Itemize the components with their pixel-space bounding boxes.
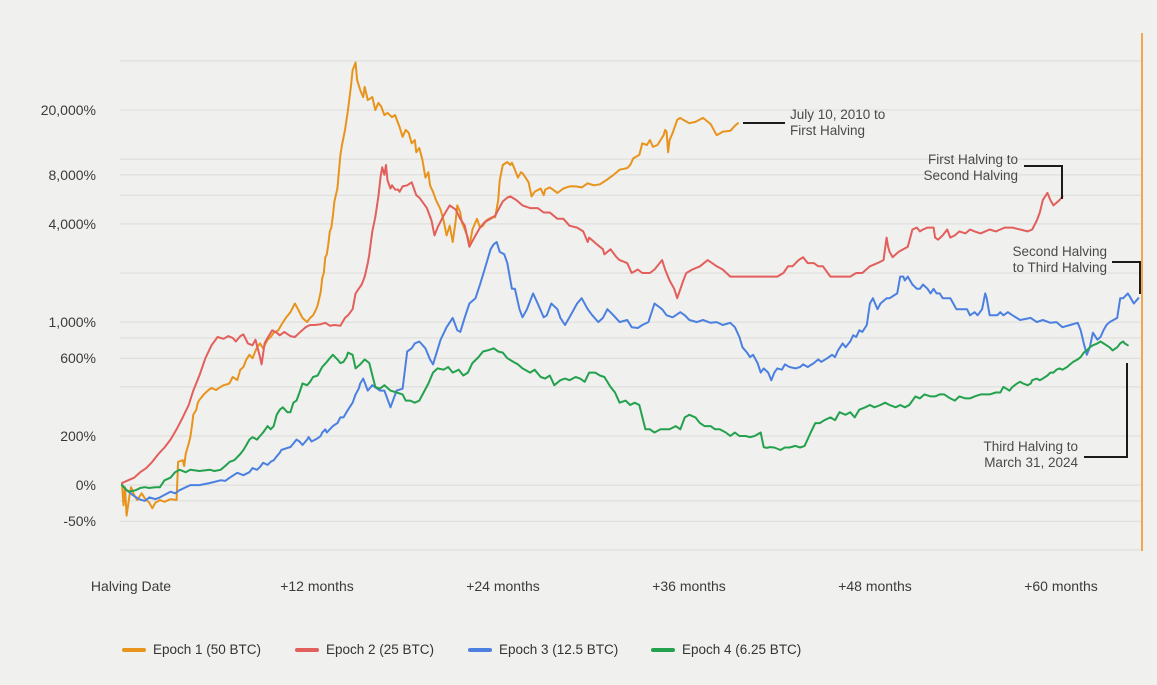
series-line-epoch-4 [121, 340, 1129, 493]
y-axis-tick-label: -50% [63, 513, 96, 530]
legend-label-epoch-2: Epoch 2 (25 BTC) [326, 642, 435, 657]
legend-swatch-epoch-4 [651, 648, 675, 652]
annotation-connectors [743, 122, 1141, 458]
x-axis-tick-label: +36 months [652, 578, 726, 594]
annotation-epoch4-line1: Third Halving to [983, 439, 1078, 454]
x-axis-tick-label: +12 months [280, 578, 354, 594]
y-axis-tick-label: 20,000% [40, 102, 96, 118]
annotation-epoch3-line1: Second Halving [1012, 244, 1107, 259]
annotation-epoch4-line2: March 31, 2024 [984, 454, 1078, 470]
annotation-epoch2-line2: Second Halving [923, 167, 1018, 183]
x-axis-tick-label: +48 months [838, 578, 912, 594]
annotation-epoch4: Third Halving to March 31, 2024 [918, 439, 1078, 470]
annotation-epoch3: Second Halving to Third Halving [947, 244, 1107, 275]
legend-label-epoch-3: Epoch 3 (12.5 BTC) [499, 642, 619, 657]
series-line-epoch-2 [121, 164, 1064, 484]
y-axis-tick-label: 0% [75, 477, 96, 494]
annotation-epoch1-line2: First Halving [790, 122, 866, 138]
y-axis-tick-label: 4,000% [48, 215, 96, 232]
y-axis-tick-label: 8,000% [48, 166, 96, 183]
annotation-epoch2-line1: First Halving to [927, 152, 1018, 167]
x-axis-tick-label: Halving Date [90, 578, 172, 594]
x-axis-tick-label: +60 months [1024, 578, 1098, 594]
y-axis-tick-label: 600% [60, 350, 96, 367]
series-line-epoch-1 [121, 61, 739, 517]
legend-swatch-epoch-2 [295, 648, 319, 652]
annotation-connector-epoch-4 [1084, 363, 1128, 458]
legend-swatch-epoch-3 [468, 648, 492, 652]
legend-swatch-epoch-1 [122, 648, 146, 652]
y-axis-tick-label: 1,000% [48, 314, 96, 331]
annotation-connector-epoch-2 [1024, 165, 1063, 199]
legend-label-epoch-1: Epoch 1 (50 BTC) [153, 642, 262, 657]
annotation-connector-epoch-3 [1112, 261, 1141, 294]
annotation-epoch2: First Halving to Second Halving [858, 152, 1018, 183]
y-axis-tick-label: 200% [60, 428, 96, 444]
legend-label-epoch-4: Epoch 4 (6.25 BTC) [682, 642, 802, 657]
series-line-epoch-3 [121, 241, 1140, 502]
x-axis-tick-label: +24 months [466, 578, 540, 594]
series-lines [121, 61, 1140, 517]
annotation-epoch3-line2: to Third Halving [1012, 259, 1107, 275]
annotation-epoch1: July 10, 2010 to First Halving [790, 107, 885, 138]
annotation-epoch1-line1: July 10, 2010 to [790, 107, 886, 122]
gridlines [120, 60, 1141, 551]
